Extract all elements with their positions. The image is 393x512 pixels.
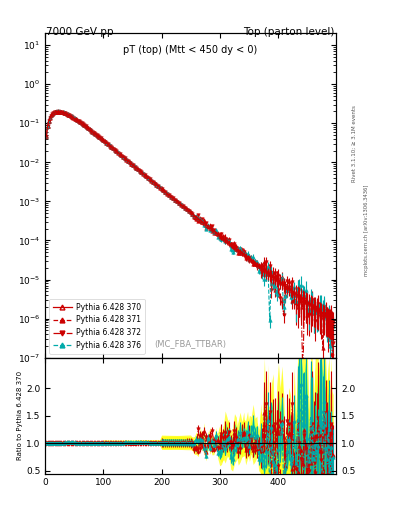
Text: Rivet 3.1.10; ≥ 3.1M events: Rivet 3.1.10; ≥ 3.1M events — [352, 105, 357, 182]
Text: pT (top) (Mtt < 450 dy < 0): pT (top) (Mtt < 450 dy < 0) — [123, 45, 258, 55]
Y-axis label: Ratio to Pythia 6.428 370: Ratio to Pythia 6.428 370 — [17, 371, 23, 460]
Text: (MC_FBA_TTBAR): (MC_FBA_TTBAR) — [154, 339, 227, 348]
Legend: Pythia 6.428 370, Pythia 6.428 371, Pythia 6.428 372, Pythia 6.428 376: Pythia 6.428 370, Pythia 6.428 371, Pyth… — [49, 299, 145, 354]
Text: Top (parton level): Top (parton level) — [243, 27, 335, 37]
Text: 7000 GeV pp: 7000 GeV pp — [46, 27, 114, 37]
Text: mcplots.cern.ch [arXiv:1306.3436]: mcplots.cern.ch [arXiv:1306.3436] — [364, 185, 369, 276]
